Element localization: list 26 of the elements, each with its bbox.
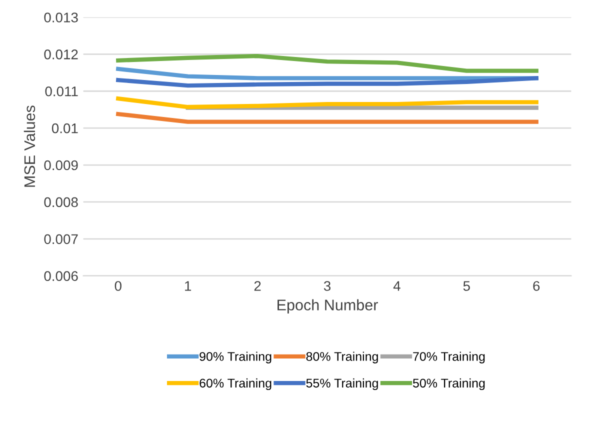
x-axis-title: Epoch Number — [278, 299, 378, 314]
y-tick-label: 0.008 — [44, 197, 78, 208]
legend-label: 50% Training — [412, 378, 485, 390]
x-tick-label: 0 — [114, 281, 122, 291]
legend-label: 60% Training — [200, 378, 272, 390]
y-tick-label: 0.009 — [44, 160, 78, 170]
line-series — [116, 54, 538, 73]
y-tick-label: 0.011 — [45, 86, 78, 96]
y-tick-label: 0.01 — [52, 123, 78, 134]
y-tick-label: 0.007 — [44, 234, 78, 244]
legend-label: 80% Training — [306, 352, 378, 364]
line-series — [116, 76, 538, 88]
x-tick-label: 1 — [185, 281, 192, 291]
legend-label: 70% Training — [413, 352, 485, 364]
y-tick-label: 0.012 — [44, 50, 78, 60]
x-tick-label: 3 — [324, 281, 330, 291]
legend-label: 90% Training — [200, 352, 272, 364]
y-axis-title: MSE Values — [24, 106, 36, 187]
x-tick-label: 6 — [533, 281, 540, 291]
x-tick-label: 4 — [393, 281, 400, 291]
legend-label: 55% Training — [306, 378, 378, 390]
x-tick-label: 5 — [463, 281, 470, 291]
y-tick-label: 0.013 — [44, 12, 78, 22]
y-tick-label: 0.006 — [44, 271, 78, 282]
x-tick-label: 2 — [254, 281, 261, 291]
line-series — [116, 96, 538, 110]
